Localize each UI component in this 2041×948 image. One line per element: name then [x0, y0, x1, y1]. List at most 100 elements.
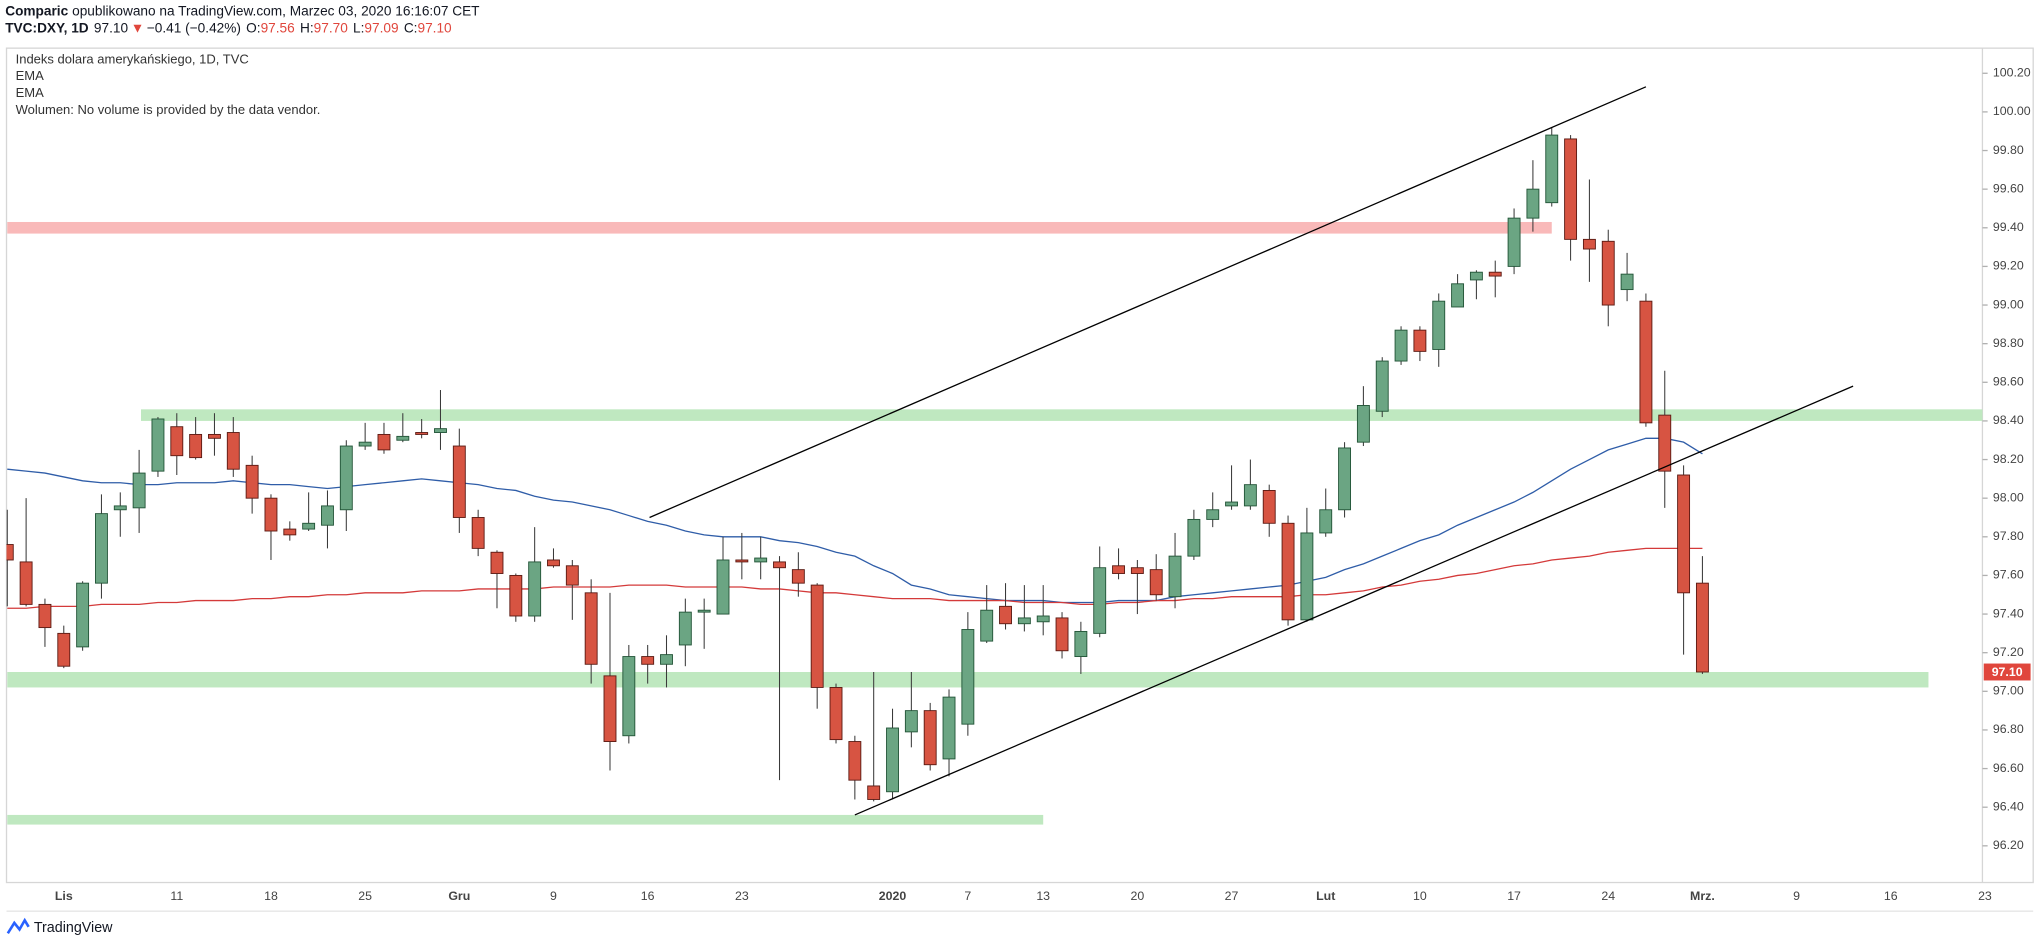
- candle-body-up: [754, 557, 768, 563]
- low-label: L:: [353, 20, 364, 35]
- y-tick-label: 97.20: [1993, 645, 2024, 659]
- x-tick-label: 9: [550, 889, 557, 903]
- candle-body-down: [189, 433, 203, 459]
- candle-body-up: [113, 505, 127, 511]
- x-tick-label: 23: [1978, 889, 1992, 903]
- candle-body-up: [1432, 300, 1446, 350]
- candle-body-down: [283, 528, 297, 536]
- candle-body-down: [1149, 569, 1163, 596]
- candle-body-down: [245, 464, 259, 499]
- candle-body-up: [1300, 532, 1314, 621]
- publish-line: Comparic opublikowano na TradingView.com,…: [5, 3, 480, 18]
- axes: 96.20 96.40 96.60 96.80 97.00 97.20 97.40 97.60…: [55, 66, 2031, 904]
- candle-body-up: [622, 656, 636, 737]
- candle-body-up: [1338, 447, 1352, 511]
- plot-area: [6, 86, 1983, 825]
- candle-body-up: [1017, 617, 1031, 625]
- brand-logo: [6, 917, 30, 934]
- candle-body-down: [923, 710, 937, 766]
- x-tick-label: 16: [641, 889, 655, 903]
- quote-line: TVC:DXY, 1D 97.10 ▼ −0.41 (−0.42%) O:97.56 H:…: [5, 20, 452, 35]
- y-tick-label: 98.60: [1993, 375, 2024, 389]
- y-tick-label: 99.60: [1993, 181, 2024, 195]
- candle-body-down: [999, 605, 1012, 625]
- author: Comparic: [5, 3, 68, 18]
- x-tick-label: 25: [358, 889, 372, 903]
- change-arrow: ▼: [131, 20, 145, 35]
- candle-body-down: [1262, 489, 1276, 524]
- candle-body-down: [19, 561, 33, 605]
- logo-icon: [6, 917, 30, 934]
- candle-body-up: [434, 428, 447, 433]
- candle-body-down: [641, 656, 655, 665]
- y-tick-label: 98.80: [1993, 336, 2024, 350]
- candle-body-up: [1394, 329, 1408, 362]
- y-tick-label: 97.80: [1993, 529, 2024, 543]
- candle-body-down: [377, 433, 391, 451]
- candle-body-up: [321, 505, 334, 526]
- candle-body-down: [264, 497, 278, 532]
- candle-body-down: [415, 432, 429, 435]
- zone: [7, 814, 1044, 825]
- candle-body-up: [1319, 509, 1333, 534]
- ema-line: [7, 547, 1703, 609]
- candle-body-down: [1639, 300, 1653, 424]
- candle-body-up: [660, 654, 673, 665]
- candle-body-down: [452, 445, 466, 518]
- legend-ema: EMA: [16, 85, 44, 100]
- candle-body-up: [1469, 271, 1483, 281]
- x-tick-label: Mrz.: [1690, 889, 1715, 903]
- candle-body-down: [584, 592, 598, 665]
- x-tick-label: Gru: [448, 889, 470, 903]
- candle-body-up: [528, 561, 542, 617]
- x-tick-label: 9: [1793, 889, 1800, 903]
- price-tag: [1983, 663, 2031, 681]
- high-label: H:: [300, 20, 314, 35]
- candle-body-down: [208, 433, 221, 439]
- zone: [141, 409, 1983, 421]
- candle-body-up: [716, 559, 730, 615]
- candle-body-down: [1658, 414, 1672, 472]
- symbol: TVC:DXY, 1D: [5, 20, 89, 35]
- candle-body-down: [6, 544, 14, 561]
- candle-body-up: [1074, 630, 1088, 658]
- y-tick-label: 99.00: [1993, 297, 2024, 311]
- candle-body-up: [76, 582, 90, 648]
- trend-line: [649, 86, 1647, 519]
- candle-body-down: [1413, 329, 1427, 352]
- candle-body-down: [773, 561, 786, 569]
- candle-body-down: [509, 574, 523, 617]
- candle-body-down: [735, 559, 749, 563]
- x-tick-label: 13: [1036, 889, 1050, 903]
- candle-body-up: [1507, 217, 1521, 267]
- candle-body-up: [1545, 134, 1559, 204]
- close-label: C:: [404, 20, 418, 35]
- candle-body-down: [170, 426, 184, 457]
- y-tick-label: 96.80: [1993, 722, 2024, 736]
- x-tick-label: 16: [1884, 889, 1898, 903]
- candle-body-down: [1677, 474, 1691, 594]
- x-tick-label: 7: [964, 889, 971, 903]
- candle-body-down: [1695, 582, 1709, 673]
- y-tick-label: 98.40: [1993, 413, 2024, 427]
- legend-ema: EMA: [16, 68, 44, 83]
- candle-body-up: [1243, 484, 1257, 507]
- candle-body-up: [151, 418, 165, 472]
- candle-body-up: [1036, 615, 1050, 623]
- candle-body-up: [302, 522, 316, 530]
- low-value: 97.09: [364, 20, 398, 35]
- y-tick-label: 97.60: [1993, 568, 2024, 582]
- x-tick-label: 10: [1413, 889, 1427, 903]
- candle-body-down: [1564, 138, 1578, 240]
- x-tick-label: 2020: [879, 889, 907, 903]
- x-tick-label: 11: [170, 889, 183, 903]
- candle-body-down: [57, 632, 71, 667]
- candle-body-down: [791, 569, 805, 584]
- candle-body-down: [603, 675, 617, 742]
- candle-body-down: [1601, 240, 1615, 306]
- candle-body-up: [1187, 518, 1201, 557]
- candle-body-up: [886, 727, 899, 793]
